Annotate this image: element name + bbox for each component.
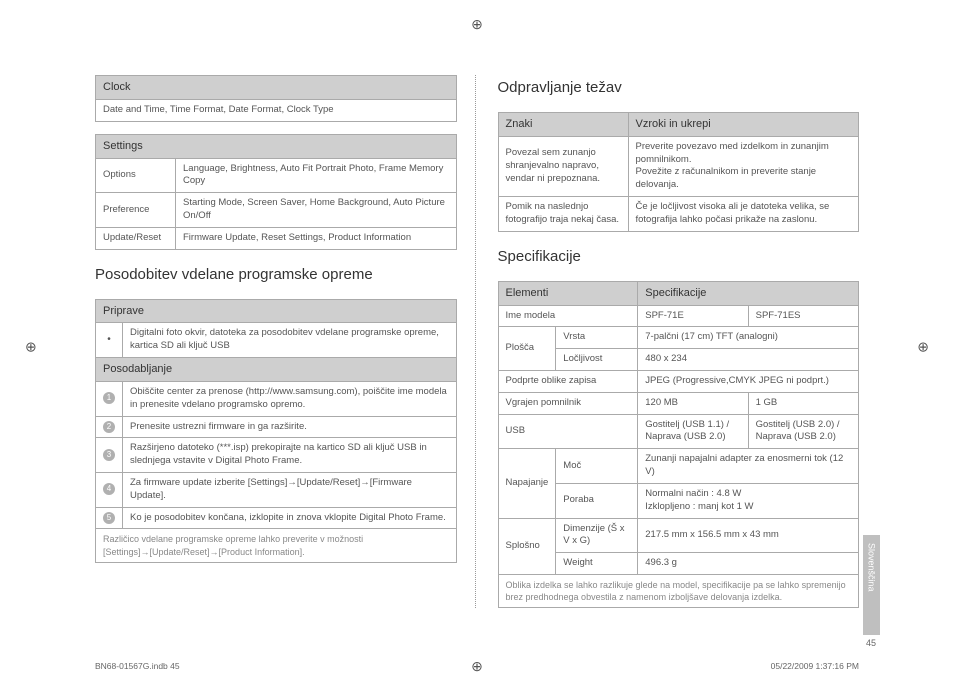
spec-gen-dim-k: Dimenzije (Š x V x G): [556, 518, 638, 553]
cropmark-top-icon: ⊕: [471, 16, 483, 33]
clock-header: Clock: [96, 76, 457, 100]
step-num-icon: 5: [96, 507, 123, 529]
settings-row-val: Starting Mode, Screen Saver, Home Backgr…: [176, 193, 457, 228]
spec-gen-wt-k: Weight: [556, 553, 638, 575]
spec-power-moc-k: Moč: [556, 449, 638, 484]
cropmark-bottom-icon: ⊕: [471, 658, 483, 675]
left-column: Clock Date and Time, Time Format, Date F…: [95, 75, 476, 608]
spec-power-moc-v: Zunanji napajalni adapter za enosmerni t…: [638, 449, 859, 484]
spec-gen-wt-v: 496.3 g: [638, 553, 859, 575]
page-number: 45: [866, 638, 876, 648]
language-tab: Slovenščina: [863, 535, 880, 635]
firmware-note: Različico vdelane programske opreme lahk…: [96, 529, 457, 562]
step: Za firmware update izberite [Settings]→[…: [123, 472, 457, 507]
spec-panel-type-k: Vrsta: [556, 327, 638, 349]
spec-power-label: Napajanje: [498, 449, 556, 518]
spec-model-b: SPF-71ES: [748, 305, 858, 327]
firmware-block: Priprave • Digitalni foto okvir, datotek…: [95, 299, 457, 563]
trouble-col1: Znaki: [498, 113, 628, 137]
update-header: Posodabljanje: [96, 358, 457, 382]
footer-timestamp: 05/22/2009 1:37:16 PM: [771, 661, 859, 671]
clock-table: Clock Date and Time, Time Format, Date F…: [95, 75, 457, 122]
spec-model-a: SPF-71E: [638, 305, 748, 327]
firmware-title: Posodobitev vdelane programske opreme: [95, 266, 457, 283]
footer-filename: BN68-01567G.indb 45: [95, 661, 180, 671]
spec-panel-label: Plošča: [498, 327, 556, 371]
trouble-title: Odpravljanje težav: [498, 79, 860, 96]
spec-gen-dim-v: 217.5 mm x 156.5 mm x 43 mm: [638, 518, 859, 553]
spec-power-cons-k: Poraba: [556, 483, 638, 518]
spec-title: Specifikacije: [498, 248, 860, 265]
step: Ko je posodobitev končana, izklopite in …: [123, 507, 457, 529]
spec-panel-res-v: 480 x 234: [638, 349, 859, 371]
spec-mem-b: 1 GB: [748, 392, 858, 414]
step-num-icon: 4: [96, 472, 123, 507]
trouble-table: Znaki Vzroki in ukrepi Povezal sem zunan…: [498, 112, 860, 232]
spec-usb-b: Gostitelj (USB 2.0) / Naprava (USB 2.0): [748, 414, 858, 449]
step: Obiščite center za prenose (http://www.s…: [123, 381, 457, 416]
step-num-icon: 2: [96, 416, 123, 438]
spec-col2: Specifikacije: [638, 281, 859, 305]
spec-table: Elementi Specifikacije Ime modela SPF-71…: [498, 281, 860, 609]
prep-row: Digitalni foto okvir, datoteka za posodo…: [123, 323, 457, 358]
cropmark-left-icon: ⊕: [25, 338, 37, 355]
trouble-symptom: Pomik na naslednjo fotografijo traja nek…: [498, 197, 628, 232]
clock-items: Date and Time, Time Format, Date Format,…: [96, 99, 457, 121]
trouble-cause: Če je ločljivost visoka ali je datoteka …: [628, 197, 859, 232]
settings-table: Settings Options Language, Brightness, A…: [95, 134, 457, 250]
step: Prenesite ustrezni firmware in ga razšir…: [123, 416, 457, 438]
spec-mem-a: 120 MB: [638, 392, 748, 414]
settings-row-val: Language, Brightness, Auto Fit Portrait …: [176, 158, 457, 193]
step: Razširjeno datoteko (***.isp) prekopiraj…: [123, 438, 457, 473]
settings-row-key: Update/Reset: [96, 227, 176, 249]
spec-model-label: Ime modela: [498, 305, 638, 327]
settings-row-key: Options: [96, 158, 176, 193]
settings-row-key: Preference: [96, 193, 176, 228]
spec-mem-k: Vgrajen pomnilnik: [498, 392, 638, 414]
step-num-icon: 3: [96, 438, 123, 473]
page-content: Clock Date and Time, Time Format, Date F…: [0, 0, 954, 608]
spec-formats-v: JPEG (Progressive,CMYK JPEG ni podprt.): [638, 371, 859, 393]
trouble-col2: Vzroki in ukrepi: [628, 113, 859, 137]
spec-formats-k: Podprte oblike zapisa: [498, 371, 638, 393]
spec-power-cons-v: Normalni način : 4.8 W Izklopljeno : man…: [638, 483, 859, 518]
prep-header: Priprave: [96, 299, 457, 323]
trouble-cause: Preverite povezavo med izdelkom in zunan…: [628, 136, 859, 196]
cropmark-right-icon: ⊕: [917, 338, 929, 355]
spec-panel-type-v: 7-palčni (17 cm) TFT (analogni): [638, 327, 859, 349]
spec-col1: Elementi: [498, 281, 638, 305]
spec-usb-k: USB: [498, 414, 638, 449]
settings-header: Settings: [96, 134, 457, 158]
spec-note: Oblika izdelka se lahko razlikuje glede …: [498, 574, 859, 607]
spec-panel-res-k: Ločljivost: [556, 349, 638, 371]
bullet-icon: •: [96, 323, 123, 358]
trouble-symptom: Povezal sem zunanjo shranjevalno napravo…: [498, 136, 628, 196]
settings-row-val: Firmware Update, Reset Settings, Product…: [176, 227, 457, 249]
spec-gen-label: Splošno: [498, 518, 556, 574]
spec-usb-a: Gostitelj (USB 1.1) / Naprava (USB 2.0): [638, 414, 748, 449]
right-column: Odpravljanje težav Znaki Vzroki in ukrep…: [496, 75, 860, 608]
step-num-icon: 1: [96, 381, 123, 416]
